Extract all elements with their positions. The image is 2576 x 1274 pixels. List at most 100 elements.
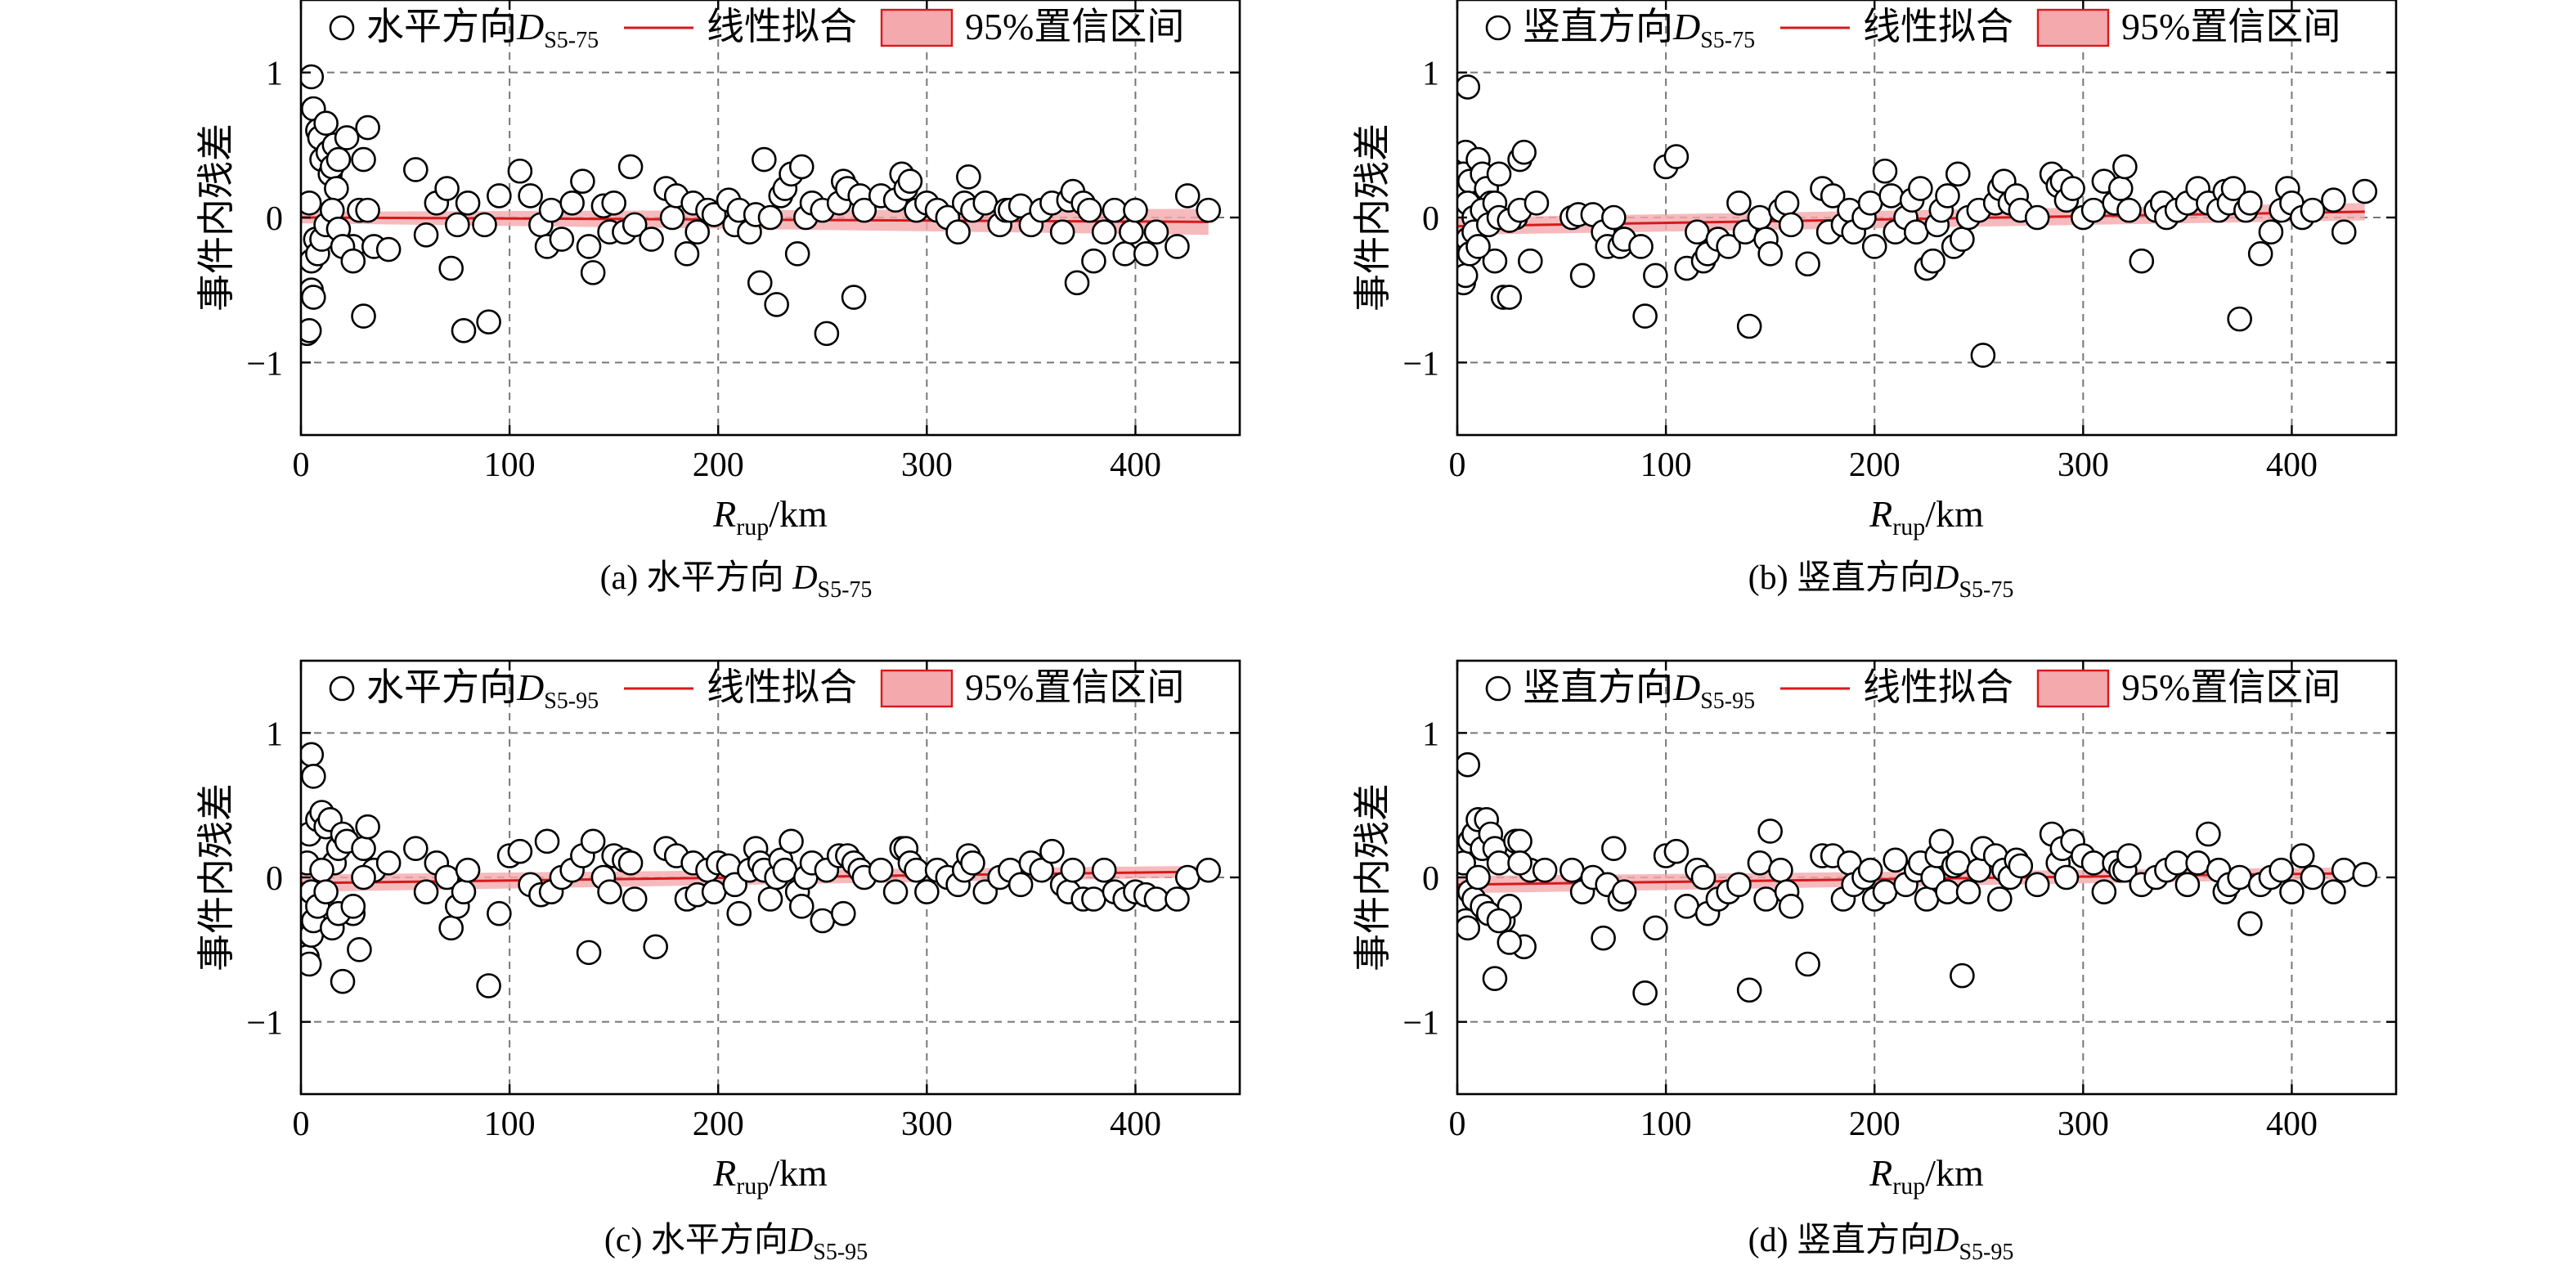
data-point bbox=[960, 850, 985, 876]
data-point bbox=[601, 190, 626, 216]
data-point bbox=[347, 937, 372, 962]
data-point bbox=[1872, 158, 1898, 184]
data-point bbox=[897, 168, 923, 194]
data-point bbox=[1174, 864, 1200, 890]
data-point bbox=[1123, 197, 1148, 223]
data-point bbox=[1049, 219, 1075, 245]
data-point bbox=[1768, 857, 1793, 883]
data-point bbox=[1632, 303, 1658, 329]
data-point bbox=[1457, 74, 1481, 100]
data-point bbox=[1872, 879, 1898, 904]
data-point bbox=[1591, 925, 1616, 951]
data-point bbox=[301, 285, 326, 310]
data-point bbox=[2227, 864, 2252, 890]
data-point bbox=[301, 64, 325, 90]
data-point bbox=[617, 154, 644, 180]
data-point bbox=[2269, 857, 2294, 883]
x-tick-label: 200 bbox=[1849, 446, 1901, 484]
data-point bbox=[2352, 178, 2378, 204]
y-axis-label: 事件内残差 bbox=[1352, 123, 1393, 312]
panel-caption: (a) 水平方向 DS5-75 bbox=[600, 559, 873, 603]
data-point bbox=[639, 227, 664, 252]
data-point bbox=[1133, 241, 1159, 267]
data-point bbox=[2080, 197, 2107, 223]
data-point bbox=[1196, 197, 1222, 223]
y-tick-label: 0 bbox=[1422, 200, 1439, 238]
data-point bbox=[1774, 190, 1800, 216]
data-point bbox=[1497, 285, 1523, 310]
x-tick-label: 0 bbox=[293, 1106, 310, 1143]
data-point bbox=[1736, 977, 1762, 1003]
data-point bbox=[1716, 234, 1741, 259]
data-point bbox=[956, 164, 981, 190]
data-point bbox=[784, 241, 810, 267]
data-point bbox=[2060, 176, 2085, 201]
y-tick-label: −1 bbox=[1402, 345, 1439, 383]
data-point bbox=[1507, 850, 1533, 876]
data-point bbox=[2196, 821, 2221, 847]
data-point bbox=[576, 234, 602, 259]
data-point bbox=[301, 318, 322, 343]
data-point bbox=[617, 850, 644, 876]
data-point bbox=[434, 176, 460, 201]
y-axis-label: 事件内残差 bbox=[195, 123, 237, 312]
data-point bbox=[1628, 234, 1654, 259]
data-point bbox=[1039, 838, 1065, 864]
data-point bbox=[2053, 864, 2080, 890]
data-point bbox=[313, 879, 339, 904]
data-point bbox=[413, 222, 439, 248]
data-point bbox=[2080, 850, 2107, 876]
data-point bbox=[1820, 183, 1846, 209]
data-point bbox=[1601, 204, 1627, 231]
data-point bbox=[375, 850, 402, 876]
data-point bbox=[1757, 819, 1783, 844]
data-point bbox=[1690, 864, 1717, 890]
data-point bbox=[1465, 864, 1491, 890]
y-axis-label: 事件内残差 bbox=[195, 783, 237, 971]
legend-label-scatter: 水平方向DS5-95 bbox=[366, 666, 599, 714]
data-point bbox=[2024, 872, 2050, 898]
data-point bbox=[1857, 190, 1883, 216]
data-point bbox=[1778, 212, 1804, 238]
data-point bbox=[659, 204, 685, 231]
data-point bbox=[622, 212, 648, 238]
data-point bbox=[945, 219, 971, 245]
data-point bbox=[2024, 204, 2050, 231]
data-point bbox=[810, 908, 836, 934]
data-point bbox=[2279, 879, 2304, 904]
data-point bbox=[403, 836, 429, 861]
data-point bbox=[351, 146, 376, 173]
x-tick-label: 0 bbox=[293, 446, 310, 484]
legend: 竖直方向DS5-95 线性拟合 95%置信区间 bbox=[1485, 666, 2340, 714]
data-point bbox=[830, 900, 856, 926]
data-point bbox=[1903, 219, 1929, 245]
data-point bbox=[972, 190, 999, 216]
data-point bbox=[472, 212, 497, 238]
data-point bbox=[313, 110, 339, 137]
data-point bbox=[1482, 966, 1508, 991]
x-tick-label: 300 bbox=[901, 446, 953, 484]
grid bbox=[1457, 0, 2396, 435]
data-point bbox=[559, 190, 585, 216]
data-point bbox=[1465, 234, 1491, 259]
data-point bbox=[534, 828, 560, 855]
data-point bbox=[549, 227, 575, 252]
data-point bbox=[1955, 879, 1981, 904]
data-point bbox=[351, 864, 376, 890]
x-tick-label: 400 bbox=[2266, 1106, 2318, 1143]
data-point bbox=[622, 886, 648, 912]
data-point bbox=[757, 886, 783, 912]
data-point bbox=[301, 951, 322, 977]
data-point bbox=[1674, 894, 1699, 919]
data-point bbox=[518, 183, 543, 209]
x-tick-label: 100 bbox=[1640, 1106, 1692, 1143]
data-point bbox=[455, 857, 481, 883]
data-point bbox=[1878, 183, 1904, 209]
x-tick-label: 0 bbox=[1449, 446, 1466, 484]
legend-marker-scatter bbox=[1485, 15, 1511, 41]
data-point bbox=[701, 879, 727, 904]
data-point bbox=[580, 828, 606, 855]
legend-label-band: 95%置信区间 bbox=[965, 666, 1184, 708]
data-point bbox=[1112, 241, 1138, 267]
data-point bbox=[1165, 234, 1190, 259]
